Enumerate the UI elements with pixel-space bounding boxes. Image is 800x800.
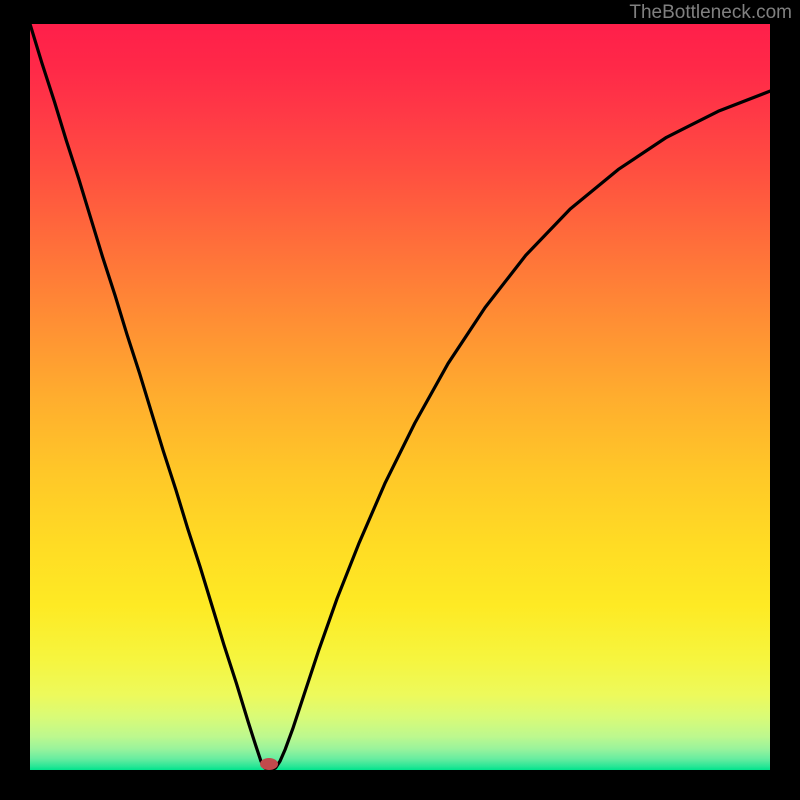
minimum-marker [260,758,278,770]
chart-svg [0,0,800,800]
watermark-text: TheBottleneck.com [629,2,792,24]
plot-background [30,24,770,770]
chart-container: TheBottleneck.com [0,0,800,800]
